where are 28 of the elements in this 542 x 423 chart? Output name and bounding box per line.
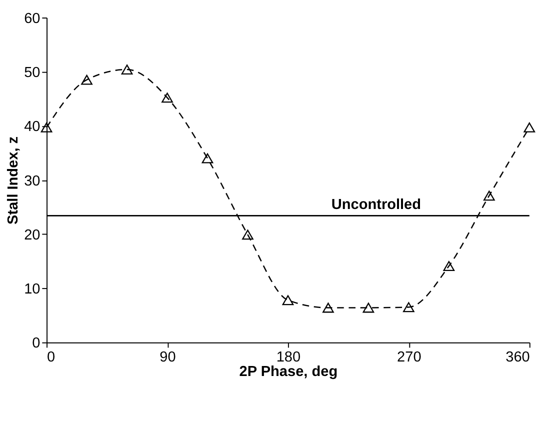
y-tick-label: 40 (24, 119, 40, 136)
point (524, 122, 536, 132)
point (443, 261, 455, 272)
ref-line-label: Uncontrolled (331, 196, 422, 213)
y-tick-label: 30 (24, 173, 40, 190)
y-tick-label: 60 (24, 10, 40, 27)
point (282, 295, 294, 306)
point (121, 64, 133, 75)
point (40, 122, 52, 132)
y-axis-title: Stall Index, z (5, 136, 22, 224)
x-tick-label: 0 (47, 349, 56, 366)
x-tick-label: 360 (506, 349, 530, 366)
point (403, 302, 414, 312)
y-tick-label: 0 (32, 336, 40, 352)
point (362, 302, 374, 313)
point (322, 302, 334, 313)
point (202, 153, 214, 164)
x-tick-label: 270 (397, 349, 422, 366)
x-axis-title: 2P Phase, deg (239, 364, 338, 380)
point (483, 190, 495, 201)
point (242, 230, 254, 240)
y-tick-label: 50 (24, 65, 40, 82)
y-tick-label: 20 (24, 227, 40, 244)
point (81, 74, 92, 85)
y-tick-label: 10 (24, 282, 40, 298)
x-tick-label: 90 (160, 349, 176, 366)
point (162, 92, 173, 103)
x-tick-label: 180 (276, 349, 301, 366)
